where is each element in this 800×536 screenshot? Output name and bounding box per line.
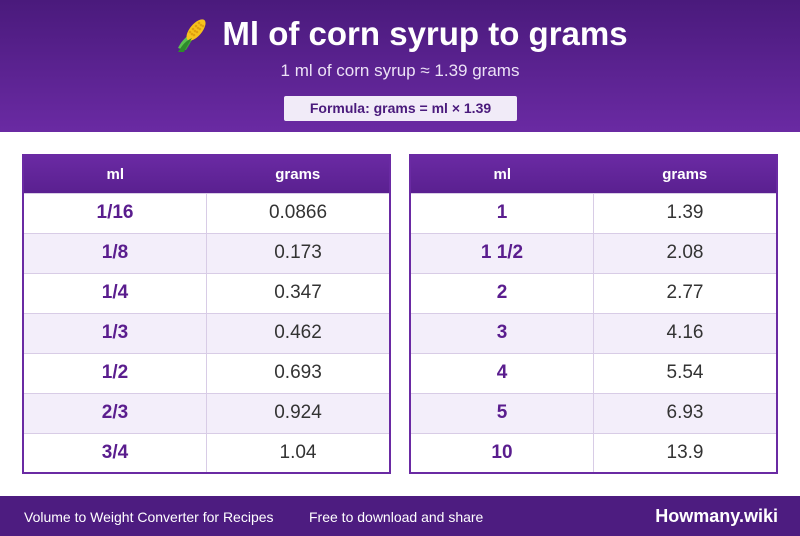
ml-cell: 1/2: [22, 352, 207, 394]
table-row: 1 1.39: [409, 192, 778, 234]
conversion-table-right: ml grams 1 1.39 1 1/2 2.08 2 2.77 3 4.16 4 5.…: [409, 154, 778, 474]
footer-bar: Volume to Weight Converter for Recipes F…: [0, 496, 800, 536]
conversion-subtitle: 1 ml of corn syrup ≈ 1.39 grams: [280, 61, 520, 80]
table-row: 2/3 0.924: [22, 392, 391, 434]
corn-icon: [178, 19, 206, 52]
ml-cell: 4: [409, 352, 594, 394]
table-row: 3 4.16: [409, 312, 778, 354]
ml-cell: 10: [409, 432, 594, 474]
grams-cell: 0.924: [206, 392, 391, 434]
table-row: 1/8 0.173: [22, 232, 391, 274]
table-row: 10 13.9: [409, 432, 778, 474]
grams-cell: 2.77: [593, 272, 778, 314]
table-row: 1/4 0.347: [22, 272, 391, 314]
table-row: 5 6.93: [409, 392, 778, 434]
grams-cell: 13.9: [593, 432, 778, 474]
table-row: 1/16 0.0866: [22, 192, 391, 234]
ml-cell: 1/16: [22, 192, 207, 234]
grams-cell: 4.16: [593, 312, 778, 354]
grams-cell: 2.08: [593, 232, 778, 274]
ml-cell: 2: [409, 272, 594, 314]
ml-cell: 2/3: [22, 392, 207, 434]
ml-cell: 3: [409, 312, 594, 354]
table-header-row: ml grams: [23, 155, 390, 193]
table-row: 1/2 0.693: [22, 352, 391, 394]
formula-badge: Formula: grams = ml × 1.39: [284, 96, 517, 121]
grams-cell: 0.462: [206, 312, 391, 354]
ml-cell: 1/3: [22, 312, 207, 354]
page-title: Ml of corn syrup to grams: [0, 14, 800, 54]
grams-cell: 1.39: [593, 192, 778, 234]
grams-cell: 0.0866: [206, 192, 391, 234]
ml-cell: 1 1/2: [409, 232, 594, 274]
conversion-table-left: ml grams 1/16 0.0866 1/8 0.173 1/4 0.347 1/…: [22, 154, 391, 474]
page-title-text: Ml of corn syrup to grams: [222, 15, 628, 52]
table-row: 2 2.77: [409, 272, 778, 314]
table-row: 1/3 0.462: [22, 312, 391, 354]
column-header-ml: ml: [23, 155, 207, 193]
header-banner: Ml of corn syrup to grams 1 ml of corn s…: [0, 0, 800, 132]
ml-cell: 1/8: [22, 232, 207, 274]
grams-cell: 6.93: [593, 392, 778, 434]
ml-cell: 1: [409, 192, 594, 234]
table-row: 4 5.54: [409, 352, 778, 394]
grams-cell: 0.347: [206, 272, 391, 314]
table-row: 1 1/2 2.08: [409, 232, 778, 274]
ml-cell: 1/4: [22, 272, 207, 314]
column-header-grams: grams: [593, 155, 777, 193]
table-header-row: ml grams: [410, 155, 777, 193]
footer-description: Volume to Weight Converter for Recipes: [24, 509, 274, 525]
table-row: 3/4 1.04: [22, 432, 391, 474]
ml-cell: 3/4: [22, 432, 207, 474]
grams-cell: 1.04: [206, 432, 391, 474]
grams-cell: 0.173: [206, 232, 391, 274]
column-header-grams: grams: [206, 155, 390, 193]
column-header-ml: ml: [410, 155, 594, 193]
footer-note: Free to download and share: [309, 509, 484, 525]
grams-cell: 0.693: [206, 352, 391, 394]
brand-link[interactable]: Howmany.wiki: [655, 506, 778, 526]
grams-cell: 5.54: [593, 352, 778, 394]
ml-cell: 5: [409, 392, 594, 434]
